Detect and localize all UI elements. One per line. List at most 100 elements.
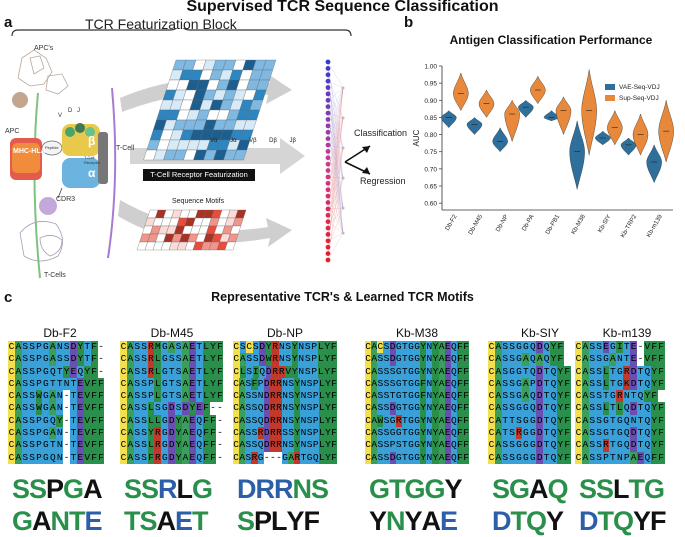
residue-cell: Q [550,402,557,415]
residue-cell: R [602,439,610,452]
residue-cell: A [371,365,378,378]
residue-cell: Y [420,414,427,428]
residue-cell: Y [650,365,658,378]
nn-connection [327,170,344,209]
residue-cell: Q [195,414,203,428]
nn-input-node [325,180,331,186]
residue-cell: S [28,377,36,391]
residue-cell: L [317,353,324,366]
residue-cell: T [543,365,551,378]
residue-cell: T [70,439,77,452]
residue-cell: D [630,365,638,378]
residue-cell: C [488,439,495,452]
residue-cell: E [444,439,451,452]
residue-cell: S [508,353,516,366]
residue-cell: C [120,341,127,354]
residue-cell: S [175,377,183,391]
residue-cell: L [154,353,162,366]
nn-input-node [325,187,331,193]
nn-input-node [325,59,331,65]
residue-cell: P [312,377,319,391]
residue-cell: F [97,427,105,440]
residue-cell: A [14,365,22,378]
residue-cell: V [285,365,292,378]
residue-cell: Q [550,390,557,403]
residue-cell: C [575,451,582,464]
residue-cell: T [195,390,203,403]
residue-cell: L [318,402,325,415]
residue-cell: S [245,427,252,440]
residue-cell: F [331,439,338,452]
residue-cell: Y [324,427,331,440]
y-tick-label: 0.95 [424,81,437,88]
residue-cell: F [563,427,571,440]
residue-cell: S [383,427,390,440]
residue-cell: Y [175,439,183,452]
residue-cell: N [616,353,624,366]
residue-cell: S [245,414,252,428]
residue-cell: Q [623,427,631,440]
residue-cell: Y [650,414,658,428]
residue-cell: L [318,427,325,440]
residue-cell: S [595,427,603,440]
panel-c-title: Representative TCR's & Learned TCR Motif… [211,290,474,304]
residue-cell: A [49,402,57,415]
residue-cell: V [83,451,91,464]
residue-cell: G [414,353,421,366]
residue-cell: S [306,402,313,415]
x-tick-label: Db-M45 [467,213,484,236]
nn-input-node [325,104,331,110]
residue-cell: Q [643,402,651,415]
residue-cell: P [623,451,631,464]
residue-cell: D [263,439,270,452]
residue-cell: S [251,414,258,428]
logo-letter: S [141,474,159,504]
residue-cell: G [529,439,537,452]
residue-cell: - [216,414,224,428]
residue-cell: T [401,402,408,415]
logo-letter: D [237,474,256,504]
residue-cell: A [14,451,22,464]
residue-cell: G [616,427,624,440]
logo-letter: G [509,474,530,504]
residue-cell: D [263,427,270,440]
residue-cell: S [21,353,29,366]
residue-cell: Y [650,439,658,452]
residue-cell: N [426,377,433,391]
residue-cell: G [257,451,264,464]
residue-cell: T [56,365,64,378]
motif-logo: SPLYF [237,507,320,536]
residue-cell: T [83,353,91,366]
logo-letter: A [156,506,176,536]
nn-input-node [325,85,331,90]
residue-cell: A [288,451,295,464]
residue-cell: C [120,402,127,415]
residue-cell: Y [209,390,217,403]
nn-input-node [325,251,331,257]
featurization-brace [11,28,352,37]
nn-connection [327,144,344,149]
residue-cell: A [239,439,246,452]
residue-cell: L [239,365,246,378]
logo-letter: Q [547,474,569,504]
seq-panel-db-f2: Db-F2 C A S S P G A N S D Y T F - C A S S P G A S S D Y T F - C A S S P G Q… [8,325,112,464]
residue-cell: G [515,341,523,354]
residue-cell: R [269,414,276,428]
residue-cell: E [444,390,451,403]
residue-cell: C [488,341,495,354]
residue-cell: F [90,377,98,391]
residue-cell: A [494,414,502,428]
residue-cell: F [209,427,217,440]
residue-cell: R [272,353,279,366]
residue-cell: A [494,427,502,440]
gene-heatmap-cell [233,149,247,161]
violin-vae-seq-vdj [620,137,637,156]
residue-cell: D [70,353,77,366]
residue-cell: E [444,414,451,428]
seq-panel-kb-m139: Kb-m139 C A S S E G I T E - V F F C A S S G A N T E - V F F C A S S L T G… [575,325,679,464]
residue-cell: S [288,427,295,440]
motif-logo: GTGGY [369,475,463,504]
residue-cell: C [120,414,127,428]
